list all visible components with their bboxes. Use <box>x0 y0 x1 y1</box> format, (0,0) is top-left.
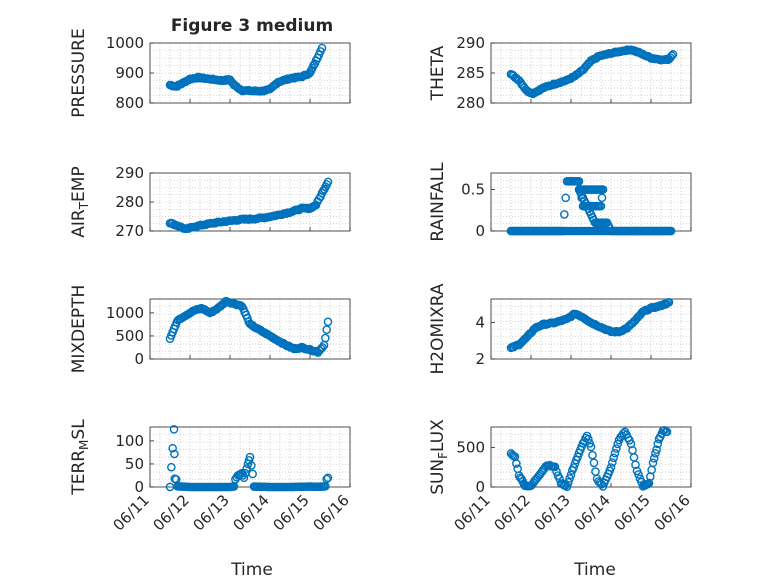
data-point <box>573 452 582 462</box>
data-point <box>170 449 179 459</box>
data-point <box>512 459 521 468</box>
y-tick-label: 1000 <box>106 304 144 322</box>
y-axis-label: RAINFALL <box>428 162 448 242</box>
data-point <box>609 453 618 463</box>
data-point <box>648 458 658 468</box>
data-point <box>662 427 672 437</box>
data-point <box>643 479 653 489</box>
y-tick-label: 0 <box>134 350 144 368</box>
subplot-theta: 280 285 290 THETA <box>428 34 692 112</box>
data-point <box>606 463 616 472</box>
data-point <box>566 470 576 480</box>
data-point <box>552 467 561 476</box>
data-point <box>610 448 620 458</box>
y-axis-label: AIRTEMP <box>69 166 91 237</box>
y-tick-label: 290 <box>115 164 144 182</box>
y-tick-label: 285 <box>456 64 485 82</box>
y-tick-label: 2 <box>475 350 485 368</box>
data-point <box>169 425 179 434</box>
data-point <box>668 50 678 59</box>
y-tick-label: 0 <box>475 478 485 496</box>
data-point <box>612 444 621 453</box>
y-tick-label: 1000 <box>106 34 144 52</box>
axes-box <box>490 298 692 360</box>
data-point <box>244 456 254 465</box>
figure-title: Figure 3 medium <box>171 16 333 36</box>
y-tick-label: 280 <box>456 94 485 112</box>
y-axis-label: PRESSURE <box>69 28 89 117</box>
subplot-air-temp: 270 280 290 AIRTEMP <box>69 164 351 240</box>
y-axis-label: THETA <box>428 45 448 101</box>
data-point <box>651 449 660 458</box>
data-point <box>586 442 596 452</box>
data-point <box>596 201 606 211</box>
data-point <box>560 210 569 219</box>
subplot-pressure: 800 900 1000 PRESSURE <box>69 28 351 118</box>
data-point <box>562 482 572 491</box>
axes-box <box>490 426 692 488</box>
y-tick-label: 500 <box>456 439 485 457</box>
data-point <box>318 343 327 352</box>
data-point <box>309 61 318 70</box>
y-axis-label: MIXDEPTH <box>69 285 89 374</box>
figure-xlabel-right: Time <box>573 560 616 580</box>
data-point <box>664 297 674 307</box>
data-point <box>631 460 640 470</box>
y-axis-label: SUNFLUX <box>428 419 450 495</box>
data-point <box>652 445 661 454</box>
data-point <box>574 176 584 186</box>
y-tick-label: 290 <box>456 34 485 52</box>
subplot-mixdepth: 0 500 1000 MIXDEPTH <box>69 285 351 374</box>
y-tick-label: 4 <box>475 314 485 332</box>
data-point <box>584 434 593 444</box>
data-point <box>608 458 617 467</box>
data-point <box>247 461 256 470</box>
y-axis-label: H2OMIXRA <box>428 283 448 374</box>
y-tick-label: 50 <box>125 455 144 473</box>
data-point <box>323 473 333 483</box>
y-tick-label: 0 <box>134 478 144 496</box>
y-tick-label: 900 <box>115 64 144 82</box>
figure-xlabel-left: Time <box>230 560 273 580</box>
data-point <box>564 477 573 487</box>
data-point <box>634 470 643 479</box>
subplot-rainfall: 0 0.5 RAINFALL <box>428 162 692 242</box>
y-tick-label: 270 <box>115 222 144 240</box>
data-point <box>323 177 333 187</box>
data-point <box>667 51 676 61</box>
y-tick-label: 800 <box>115 94 144 112</box>
y-tick-label: 0 <box>475 222 485 240</box>
data-point <box>323 317 333 327</box>
y-tick-label: 280 <box>115 193 144 211</box>
data-point <box>245 452 255 462</box>
y-tick-label: 100 <box>115 432 144 450</box>
data-point <box>248 469 257 479</box>
y-tick-label: 0.5 <box>461 181 485 199</box>
data-point <box>561 193 570 203</box>
data-point <box>649 453 659 463</box>
y-axis-label: TERRMSL <box>69 419 91 496</box>
data-point <box>322 325 331 334</box>
data-point <box>167 462 176 472</box>
subplot-h2omixra: 2 4 H2OMIXRA <box>428 283 692 375</box>
data-point <box>239 473 249 483</box>
data-point <box>550 462 560 472</box>
data-point <box>653 439 663 449</box>
data-point <box>168 443 177 453</box>
data-point <box>321 333 330 343</box>
data-point <box>322 474 331 484</box>
data-point <box>589 458 599 468</box>
data-point <box>569 463 578 472</box>
data-point <box>597 193 607 203</box>
y-tick-label: 500 <box>115 327 144 345</box>
axes-box <box>149 298 351 360</box>
data-point <box>317 43 327 53</box>
data-point <box>666 226 676 236</box>
